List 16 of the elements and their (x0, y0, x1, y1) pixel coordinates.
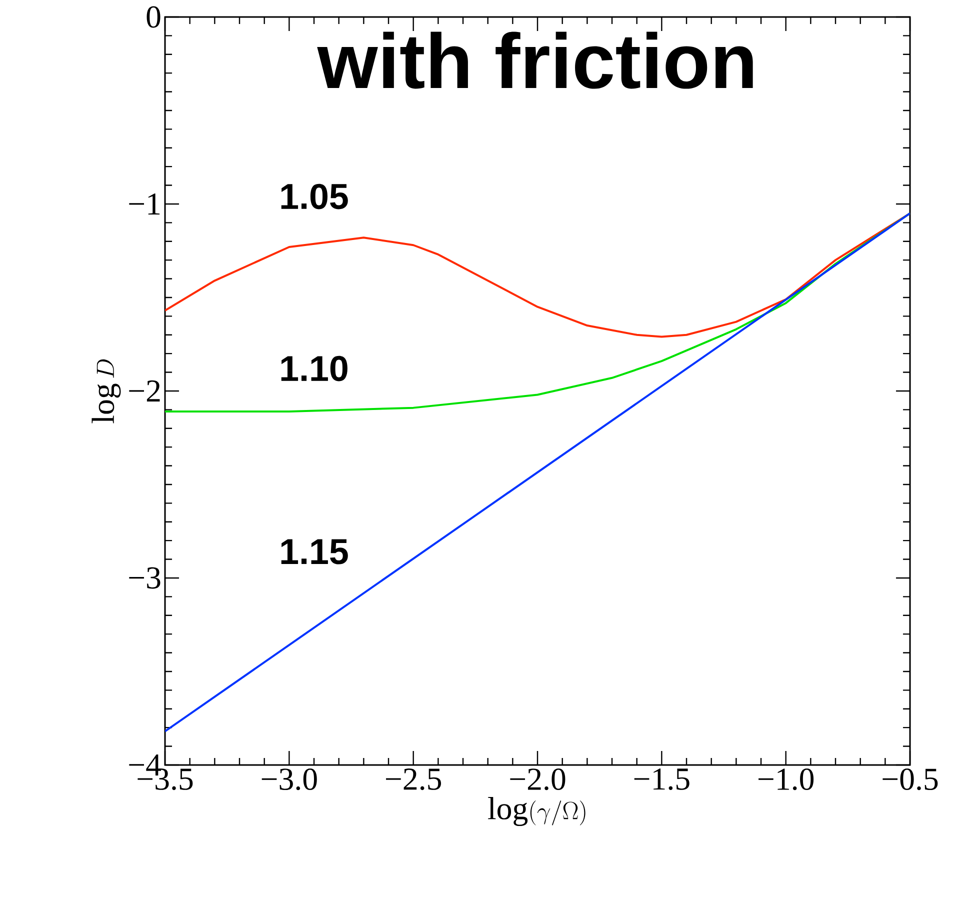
chart-title: with friction (317, 32, 753, 89)
y-axis-title: $\log D$ (92, 359, 121, 424)
y-tick-label: −3 (129, 567, 160, 589)
x-tick-label: −2.5 (386, 768, 442, 790)
x-tick-label: −3.0 (262, 768, 317, 790)
y-tick-label: −1 (129, 193, 160, 215)
annotation: 1.15 (281, 539, 348, 564)
annotation: 1.10 (281, 356, 348, 382)
x-tick-label: −1.0 (758, 768, 814, 790)
x-tick-label: −1.5 (634, 768, 690, 790)
x-tick-label: −0.5 (882, 768, 938, 790)
x-tick-label: −2.0 (510, 768, 566, 790)
annotation: 1.05 (281, 184, 348, 210)
x-axis-title: $\log(\gamma/\Omega)$ (488, 797, 586, 826)
y-tick-label: 0 (146, 6, 160, 28)
y-tick-label: −2 (129, 380, 160, 402)
